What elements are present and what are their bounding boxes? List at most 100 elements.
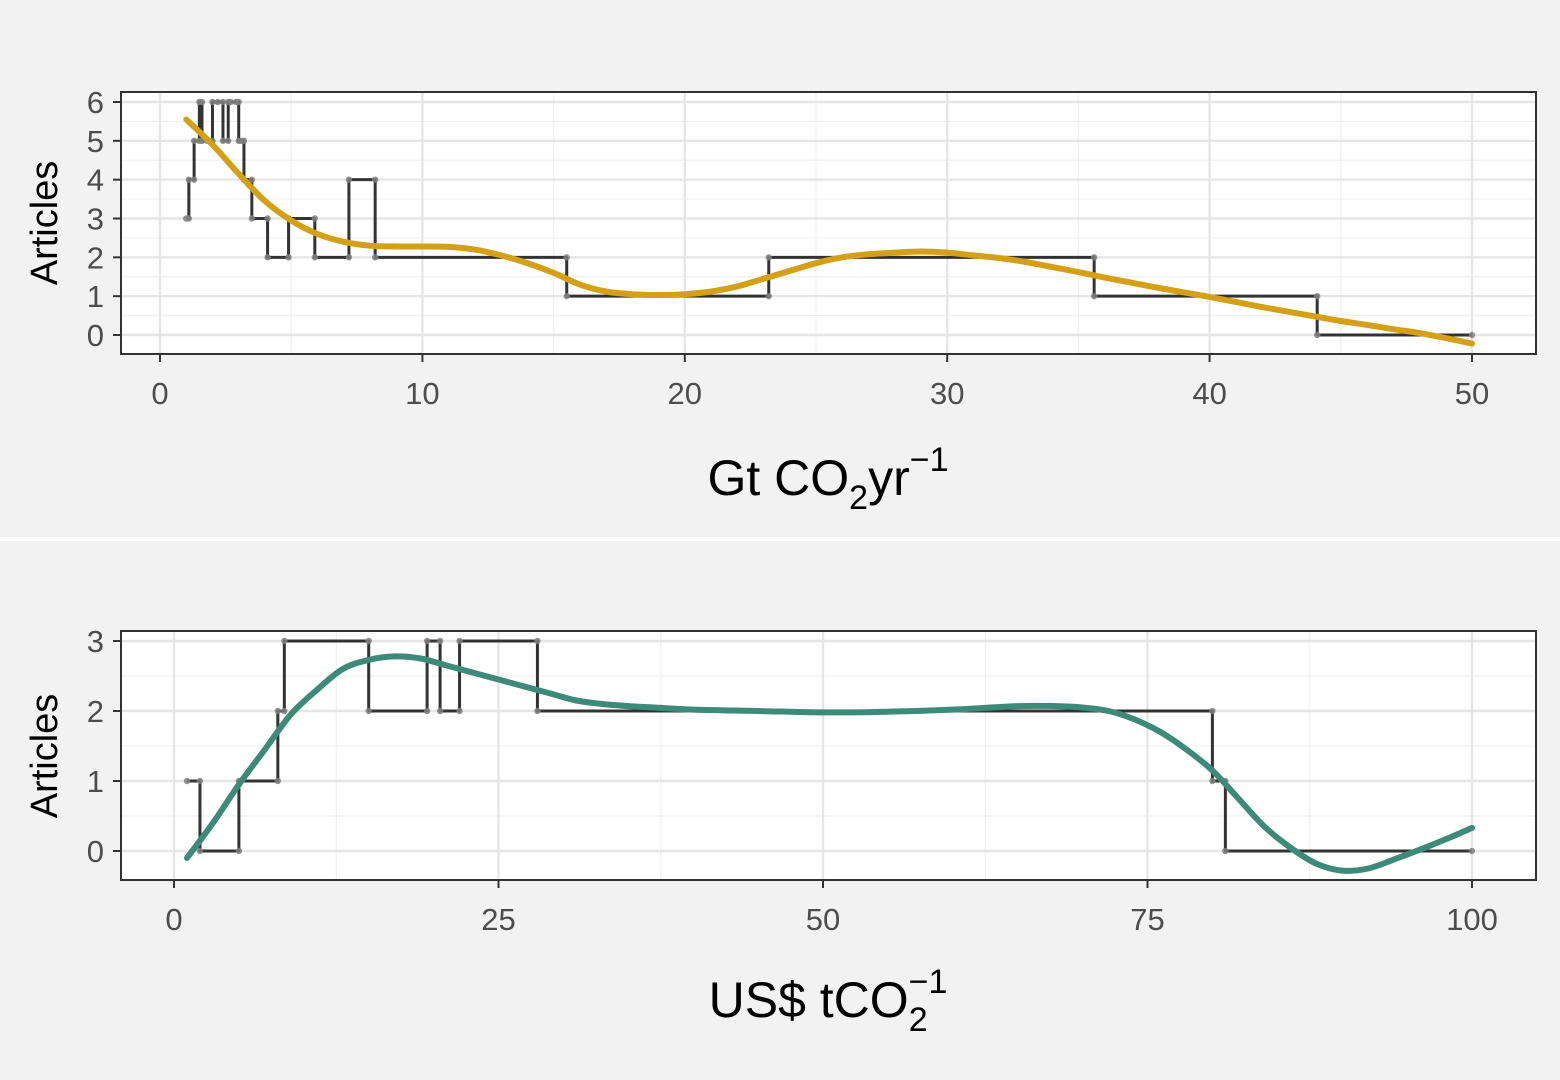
top-step-point	[345, 254, 353, 261]
bottom-step-line	[186, 639, 1472, 853]
bottom-step-point	[456, 637, 463, 645]
bottom-x-tick-label: 25	[481, 902, 515, 937]
bottom-step-point	[365, 707, 372, 715]
bottom-step-point	[534, 637, 541, 645]
top-step-point	[1468, 331, 1476, 339]
bottom-x-tick-label: 100	[1446, 902, 1498, 937]
top-step-point	[311, 254, 319, 261]
top-smooth-series	[183, 116, 1475, 347]
bottom-y-tick-label: 2	[87, 694, 104, 729]
bottom-y-axis: 0 1 2 3	[87, 624, 121, 869]
bottom-step-point	[1468, 847, 1476, 855]
top-x-tick-label: 10	[405, 376, 439, 411]
bottom-y-axis-title: Articles	[24, 694, 66, 819]
bottom-step-point	[365, 637, 372, 645]
bottom-plot-area	[121, 631, 1536, 880]
bottom-step-point	[1222, 847, 1229, 855]
bottom-step-point	[281, 707, 288, 715]
top-y-tick-label: 6	[87, 85, 104, 120]
top-step-point	[371, 176, 379, 183]
top-smooth-line	[183, 116, 1475, 347]
top-step-point	[311, 215, 319, 222]
top-step-point	[235, 98, 242, 106]
bottom-x-axis-title: US$ tCO2−1	[709, 963, 948, 1039]
top-x-title-base: Gt CO	[707, 450, 849, 506]
top-step-point	[190, 137, 198, 145]
bottom-x-title-superscript: −1	[909, 963, 948, 1001]
bottom-step-point	[436, 637, 444, 645]
top-step-point	[264, 254, 271, 261]
top-step-point	[185, 176, 193, 183]
bottom-y-tick-label: 1	[87, 764, 104, 799]
top-x-axis: 0 10 20 30 40 50	[151, 354, 1489, 411]
top-step-point	[264, 215, 271, 222]
bottom-step-point	[423, 637, 431, 645]
bottom-step-point	[436, 707, 444, 715]
top-step-point	[563, 254, 570, 261]
top-step-point	[765, 292, 772, 300]
bottom-step-point	[183, 777, 191, 785]
top-y-tick-label: 1	[87, 279, 104, 314]
top-step-point	[219, 98, 227, 106]
top-step-point	[227, 98, 235, 106]
top-x-tick-label: 0	[151, 376, 168, 411]
top-x-title-subscript: 2	[849, 479, 868, 517]
bottom-step-point	[281, 637, 288, 645]
bottom-x-axis: 0 25 50 75 100	[165, 880, 1498, 937]
bottom-step-point	[274, 707, 282, 715]
top-step-point	[248, 176, 256, 183]
top-step-point	[1090, 254, 1098, 261]
bottom-step-point	[456, 707, 463, 715]
top-y-tick-label: 0	[87, 318, 104, 353]
top-step-point	[219, 137, 227, 145]
top-step-point	[209, 98, 216, 106]
bottom-step-point	[1209, 777, 1216, 785]
bottom-x-tick-label: 50	[806, 902, 840, 937]
top-x-tick-label: 30	[930, 376, 964, 411]
top-step-point	[1090, 292, 1098, 300]
top-plot-area	[121, 92, 1536, 354]
top-step-point	[225, 137, 232, 145]
top-step-point	[1313, 292, 1321, 300]
top-plot-border	[120, 91, 1537, 355]
top-step-point	[1313, 331, 1321, 339]
top-y-tick-label: 5	[87, 124, 104, 159]
top-y-tick-label: 3	[87, 202, 104, 237]
top-step-point	[198, 98, 206, 106]
bottom-chart: 0 1 2 3 0 25 50 75 100 Articles US$ tCO2−1	[24, 624, 1537, 1039]
bottom-step-series	[186, 639, 1472, 853]
top-y-axis-title: Articles	[24, 161, 66, 286]
top-step-point	[285, 254, 292, 261]
bottom-x-tick-label: 75	[1130, 902, 1164, 937]
top-x-tick-label: 50	[1455, 376, 1489, 411]
top-step-point	[248, 215, 256, 222]
top-step-point	[765, 254, 772, 261]
top-x-tick-label: 20	[668, 376, 702, 411]
bottom-smooth-line	[183, 653, 1475, 874]
bottom-step-point	[196, 847, 204, 855]
bottom-step-point	[235, 847, 243, 855]
bottom-x-title-base: US$ tCO	[709, 972, 909, 1028]
bottom-step-point	[423, 707, 431, 715]
bottom-y-tick-label: 0	[87, 834, 104, 869]
top-step-point	[240, 137, 248, 145]
top-x-axis-title: Gt CO2yr−1	[707, 441, 948, 517]
top-step-point	[345, 176, 353, 183]
bottom-step-point	[534, 707, 541, 715]
bottom-step-point	[1209, 707, 1216, 715]
top-step-point	[185, 215, 193, 222]
bottom-step-point	[274, 777, 282, 785]
top-step-point	[563, 292, 570, 300]
top-y-tick-label: 2	[87, 240, 104, 275]
bottom-step-point	[196, 777, 204, 785]
bottom-y-tick-label: 3	[87, 624, 104, 659]
top-x-tick-label: 40	[1192, 376, 1226, 411]
bottom-x-tick-label: 0	[165, 902, 182, 937]
top-y-tick-label: 4	[87, 163, 104, 198]
top-step-point	[371, 254, 379, 261]
bottom-smooth-series	[183, 653, 1475, 874]
bottom-plot-border	[120, 630, 1537, 881]
